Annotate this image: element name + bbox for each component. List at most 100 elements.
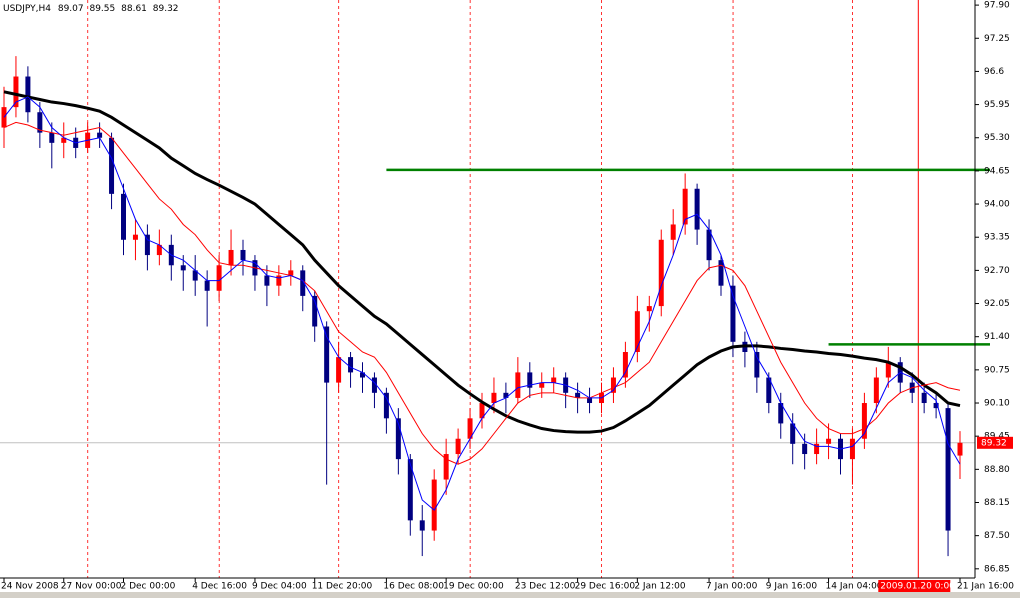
candle-body bbox=[933, 403, 939, 409]
candle-body bbox=[13, 76, 19, 108]
y-tick-label: 96.6 bbox=[984, 67, 1004, 77]
candle-body bbox=[121, 193, 126, 240]
candle-body bbox=[491, 392, 497, 404]
y-tick-label: 97.90 bbox=[984, 1, 1010, 11]
candle-body bbox=[575, 392, 581, 398]
candle-body bbox=[766, 377, 772, 404]
candle-body bbox=[264, 275, 270, 286]
candle-body bbox=[945, 408, 951, 531]
x-tick-label: 9 Jan 16:00 bbox=[766, 582, 818, 592]
candle-body bbox=[97, 132, 103, 138]
y-tick-label: 89.45 bbox=[984, 432, 1010, 442]
candle-body bbox=[670, 224, 676, 240]
candle-body bbox=[312, 295, 318, 327]
candle-body bbox=[61, 137, 67, 143]
x-tick-label: 19 Dec 00:00 bbox=[443, 582, 504, 592]
high: 89.55 bbox=[89, 4, 115, 14]
candle-body bbox=[503, 392, 509, 398]
x-tick-label: 29 Dec 16:00 bbox=[575, 582, 636, 592]
candle-body bbox=[109, 137, 115, 194]
candle-body bbox=[467, 418, 473, 439]
candle-body bbox=[682, 188, 688, 225]
candle-body bbox=[455, 438, 461, 455]
x-tick-label: 27 Nov 00:00 bbox=[61, 582, 122, 592]
x-tick-label: 21 Jan 16:00 bbox=[957, 582, 1014, 592]
y-tick-label: 88.15 bbox=[984, 498, 1010, 508]
marks bbox=[1, 56, 990, 557]
y-tick-label: 93.35 bbox=[984, 233, 1010, 243]
y-tick-label: 92.70 bbox=[984, 266, 1010, 276]
candle-body bbox=[826, 438, 832, 444]
candle-body bbox=[515, 372, 521, 398]
candle-body bbox=[49, 132, 55, 143]
candle-body bbox=[849, 438, 855, 460]
candle-body bbox=[634, 311, 640, 353]
candle-body bbox=[873, 377, 879, 404]
candle-body bbox=[395, 418, 401, 460]
chart-title: USDJPY,H4 89.07 89.55 88.61 89.32 bbox=[3, 4, 179, 14]
candle-body bbox=[180, 265, 186, 271]
x-tick-label: 2 Jan 12:00 bbox=[634, 582, 686, 592]
candle-body bbox=[479, 403, 485, 419]
y-tick-label: 86.85 bbox=[984, 564, 1010, 574]
x-tick-label: 2 Dec 00:00 bbox=[121, 582, 176, 592]
candle-body bbox=[790, 423, 796, 444]
y-tick-label: 94.00 bbox=[984, 200, 1010, 210]
low: 88.61 bbox=[121, 4, 147, 14]
candle-body bbox=[622, 352, 628, 378]
candle-body bbox=[861, 403, 867, 439]
candle-body bbox=[814, 443, 820, 455]
candle-body bbox=[694, 188, 700, 230]
y-tick-label: 97.25 bbox=[984, 34, 1010, 44]
open: 89.07 bbox=[58, 4, 84, 14]
candle-body bbox=[240, 249, 246, 261]
x-tick-label: 9 Dec 04:00 bbox=[252, 582, 307, 592]
candle-body bbox=[336, 357, 342, 383]
moving-average bbox=[3, 96, 961, 511]
x-tick-label: 4 Dec 16:00 bbox=[192, 582, 247, 592]
candle-body bbox=[288, 270, 294, 276]
candle-body bbox=[419, 520, 425, 531]
y-tick-label: 91.40 bbox=[984, 332, 1010, 342]
candle-body bbox=[204, 280, 210, 291]
candle-body bbox=[587, 397, 593, 404]
scrollbar bbox=[0, 592, 1020, 598]
candle-body bbox=[300, 270, 306, 296]
candle-body bbox=[144, 234, 150, 256]
candle-body bbox=[527, 372, 533, 388]
x-tick-label: 7 Jan 00:00 bbox=[706, 582, 758, 592]
candle-body bbox=[192, 270, 198, 281]
candle-body bbox=[276, 275, 282, 286]
y-tick-label: 90.75 bbox=[984, 365, 1010, 375]
candle-body bbox=[156, 244, 162, 256]
candle-body bbox=[730, 285, 736, 342]
close: 89.32 bbox=[153, 4, 179, 14]
y-tick-label: 95.95 bbox=[984, 100, 1010, 110]
candle-body bbox=[610, 377, 616, 393]
candle-body bbox=[371, 377, 377, 393]
candle-body bbox=[407, 459, 413, 521]
x-tick-label: 24 Nov 2008 bbox=[1, 582, 59, 592]
candle-body bbox=[539, 382, 545, 388]
candle-body bbox=[921, 392, 927, 404]
current-price-label: 89.32 bbox=[981, 438, 1007, 448]
candle-body bbox=[228, 249, 234, 266]
candle-body bbox=[957, 442, 963, 456]
cursor-box bbox=[878, 580, 951, 592]
x-tick-label: 14 Jan 04:00 bbox=[826, 582, 883, 592]
candle-body bbox=[754, 352, 760, 378]
y-tick-label: 92.05 bbox=[984, 299, 1010, 309]
x-tick-label: 16 Dec 08:00 bbox=[383, 582, 444, 592]
candle-body bbox=[802, 443, 808, 455]
y-tick-label: 90.10 bbox=[984, 399, 1010, 409]
y-tick-label: 88.80 bbox=[984, 465, 1010, 475]
candle-body bbox=[885, 362, 891, 378]
candle-body bbox=[551, 377, 557, 383]
candle-body bbox=[216, 265, 222, 291]
candle-body bbox=[132, 234, 138, 240]
candle-body bbox=[778, 403, 784, 424]
x-tick-label: 11 Dec 20:00 bbox=[312, 582, 373, 592]
current-price-box bbox=[977, 436, 1013, 449]
candle-body bbox=[360, 372, 365, 378]
